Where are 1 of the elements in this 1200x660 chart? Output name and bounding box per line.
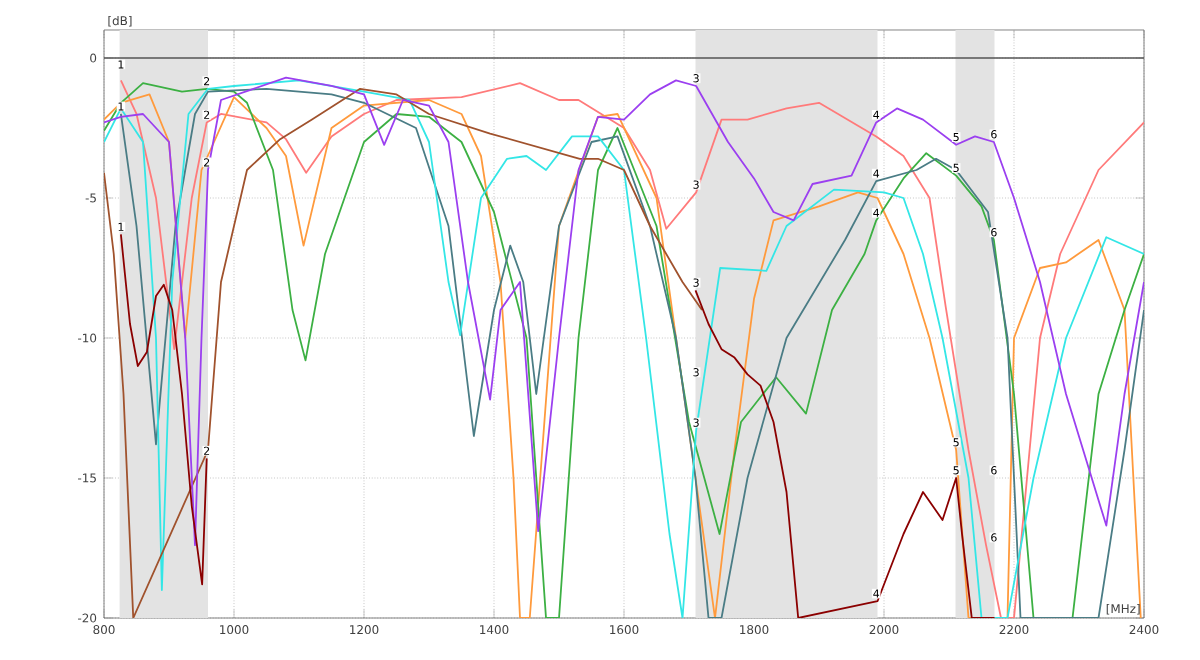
line-series — [104, 87, 703, 618]
